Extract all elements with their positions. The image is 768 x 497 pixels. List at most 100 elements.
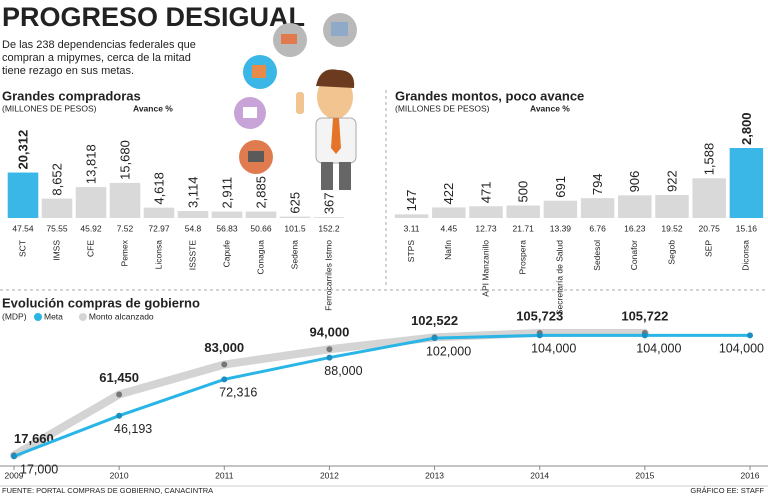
x-tick-label: 2010 (110, 470, 129, 480)
category-label: Ferrocarriles Istmo (323, 240, 333, 311)
category-label: Prospera (517, 240, 527, 275)
avance-value: 15.16 (736, 223, 758, 233)
point (431, 335, 438, 342)
avance-label: Avance % (133, 103, 173, 113)
avance-value: 19.52 (661, 223, 683, 233)
bar (109, 182, 141, 218)
avance-value: 56.83 (216, 223, 238, 233)
avance-value: 54.8 (185, 223, 202, 233)
category-label: Secretaría de Salud (555, 240, 565, 315)
data-label: 83,000 (204, 340, 244, 355)
avance-value: 50.66 (250, 223, 272, 233)
category-label: Pemex (119, 239, 129, 266)
value-label: 625 (287, 192, 302, 214)
bar (729, 148, 764, 218)
avance-value: 101.5 (284, 223, 306, 233)
value-label: 3,114 (185, 176, 200, 208)
bar (506, 205, 540, 218)
data-label: 102,000 (426, 344, 471, 358)
avance-value: 16.23 (624, 223, 646, 233)
point (747, 332, 753, 339)
category-label: Conagua (255, 240, 265, 275)
data-label: 72,316 (219, 386, 257, 400)
value-label: 13,818 (83, 144, 98, 184)
chart-subtitle: (MILLONES DE PESOS) (2, 103, 97, 113)
chart-subtitle: (MDP) (2, 311, 27, 321)
chart-title: Grandes compradoras (2, 88, 141, 103)
chart-title: Evolución compras de gobierno (2, 295, 200, 310)
avance-label: Avance % (530, 103, 570, 113)
subtitle-line: tiene rezago en sus metas. (2, 65, 134, 77)
category-label: Diconsa (741, 240, 751, 271)
bar (313, 217, 345, 218)
avance-value: 72.97 (148, 223, 170, 233)
x-tick-label: 2013 (425, 470, 444, 480)
x-tick-label: 2011 (215, 470, 234, 480)
value-label: 500 (516, 181, 531, 203)
value-label: 2,800 (739, 112, 754, 145)
bar (75, 187, 107, 218)
value-label: 367 (321, 192, 336, 214)
bar (618, 195, 652, 218)
avance-value: 45.92 (80, 223, 102, 233)
category-label: API Manzanillo (480, 240, 490, 297)
chart-title: Grandes montos, poco avance (395, 88, 584, 103)
credit: GRÁFICO EE: STAFF (690, 486, 764, 495)
value-label: 906 (627, 171, 642, 193)
point (221, 376, 228, 383)
value-label: 691 (553, 176, 568, 198)
bar (432, 207, 466, 218)
value-label: 794 (590, 173, 605, 195)
legend-label: Meta (44, 311, 63, 321)
avance-value: 12.73 (475, 223, 497, 233)
data-label: 94,000 (310, 325, 350, 340)
category-label: SEP (703, 240, 713, 257)
series-line (12, 333, 752, 458)
bar (394, 214, 429, 218)
avance-value: 6.76 (589, 223, 606, 233)
avance-value: 13.39 (550, 223, 572, 233)
bar (543, 200, 578, 218)
value-label: 422 (441, 183, 456, 205)
bar (245, 211, 277, 218)
bar (41, 198, 73, 218)
category-label: SCT (17, 240, 27, 257)
data-label: 104,000 (531, 342, 576, 356)
data-label: 17,000 (20, 463, 58, 477)
point (221, 361, 228, 368)
data-label: 46,193 (114, 422, 152, 436)
x-tick-label: 2012 (320, 470, 339, 480)
data-label: 102,522 (411, 313, 458, 328)
category-label: CFE (85, 240, 95, 257)
category-label: Liconsa (153, 240, 163, 270)
data-label: 104,000 (636, 342, 681, 356)
bar (655, 194, 689, 218)
category-label: ISSSTE (187, 240, 197, 271)
data-label: 105,723 (516, 308, 563, 323)
category-label: Sedesol (592, 240, 602, 271)
value-label: 1,588 (702, 143, 717, 176)
avance-value: 47.54 (12, 223, 34, 233)
point (116, 412, 123, 419)
legend-label: Monto alcanzado (89, 311, 154, 321)
category-label: IMSS (51, 240, 61, 261)
x-tick-label: 2014 (530, 470, 549, 480)
bar (469, 206, 503, 218)
avance-value: 20.75 (699, 223, 721, 233)
avance-value: 7.52 (117, 223, 134, 233)
category-label: Nafin (443, 240, 453, 260)
bar (177, 211, 209, 218)
data-label: 105,722 (621, 308, 668, 323)
source: FUENTE: PORTAL COMPRAS DE GOBIERNO, CANA… (2, 486, 213, 495)
avance-value: 4.45 (441, 223, 458, 233)
bar (279, 216, 311, 218)
point (11, 453, 17, 460)
bar (580, 198, 615, 218)
value-label: 4,618 (151, 172, 166, 205)
avance-value: 21.71 (513, 223, 535, 233)
data-label: 17,660 (14, 431, 54, 446)
value-label: 2,885 (253, 176, 268, 209)
value-label: 20,312 (15, 130, 30, 170)
value-label: 471 (478, 182, 493, 204)
point (641, 332, 648, 339)
